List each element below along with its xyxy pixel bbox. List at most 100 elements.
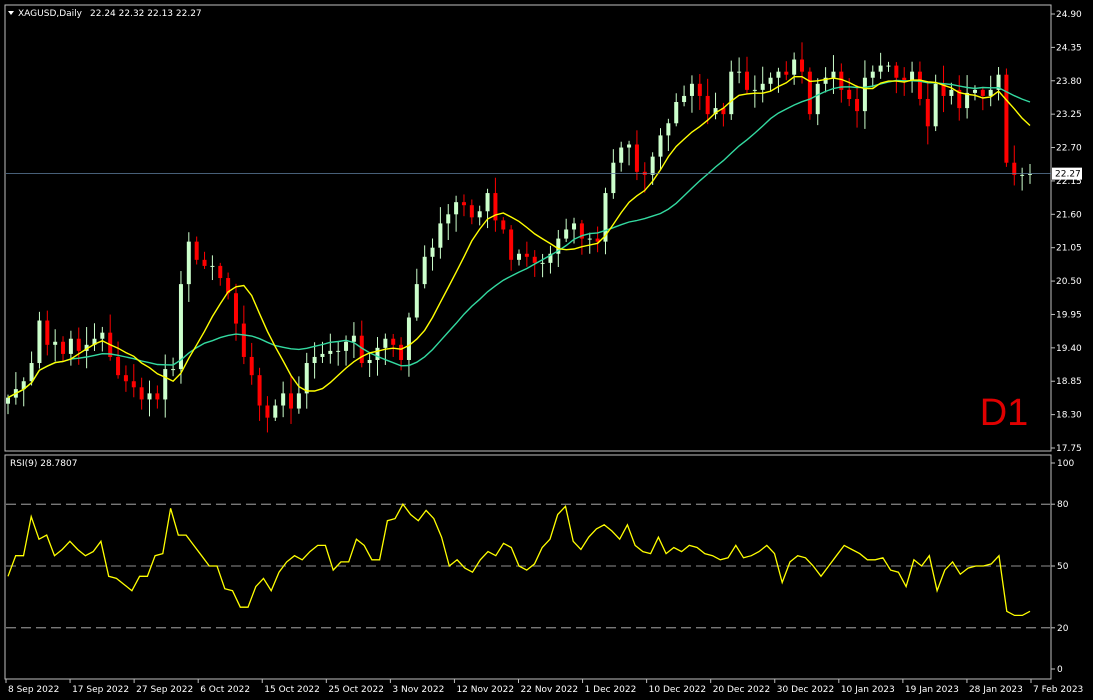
candle-body bbox=[839, 71, 844, 90]
time-tick-label: 15 Oct 2022 bbox=[264, 685, 320, 695]
candle-body bbox=[697, 83, 702, 96]
price-tick-label: 18.30 bbox=[1056, 411, 1082, 421]
candle-body bbox=[855, 98, 860, 112]
rsi-levels bbox=[6, 503, 1050, 629]
current-price-marker: 22.27 bbox=[6, 167, 1082, 180]
candle-body bbox=[1004, 74, 1009, 163]
time-tick-label: 27 Sep 2022 bbox=[136, 685, 193, 695]
candle-body bbox=[367, 359, 372, 364]
candle-body bbox=[957, 89, 962, 109]
ohlc-label: 22.24 22.32 22.13 22.27 bbox=[90, 9, 202, 19]
price-tick-label: 18.85 bbox=[1056, 377, 1082, 387]
candle-body bbox=[862, 77, 867, 112]
candle-body bbox=[603, 193, 608, 242]
candle-body bbox=[509, 229, 514, 260]
candle-body bbox=[658, 135, 663, 157]
rsi-tick-label: 20 bbox=[1057, 624, 1069, 634]
price-tick-label: 22.70 bbox=[1056, 144, 1082, 154]
candle-body bbox=[281, 393, 286, 406]
rsi-axis: 100 80 50 20 0 bbox=[1051, 459, 1074, 675]
candle-body bbox=[744, 71, 749, 90]
timeframe-badge: D1 bbox=[980, 392, 1029, 434]
candle-body bbox=[579, 223, 584, 239]
time-tick-label: 22 Nov 2022 bbox=[521, 685, 579, 695]
price-tick-label: 19.40 bbox=[1056, 344, 1082, 354]
candle-body bbox=[344, 341, 349, 351]
symbol-label: XAGUSD,Daily bbox=[18, 9, 83, 19]
time-tick-label: 7 Feb 2023 bbox=[1033, 685, 1083, 695]
candle-body bbox=[241, 323, 246, 357]
candle-body bbox=[532, 256, 537, 263]
candle-body bbox=[792, 59, 797, 75]
candle-body bbox=[171, 369, 176, 371]
candle-body bbox=[53, 341, 58, 345]
candle-body bbox=[902, 77, 907, 81]
candle-body bbox=[100, 332, 105, 339]
candle-body bbox=[831, 71, 836, 78]
candle-body bbox=[587, 238, 592, 240]
dropdown-arrow-icon[interactable] bbox=[8, 11, 14, 15]
price-tick-label: 21.60 bbox=[1056, 210, 1082, 220]
candle-body bbox=[721, 108, 726, 115]
candle-body bbox=[713, 108, 718, 115]
candle-body bbox=[1028, 173, 1032, 175]
time-tick-label: 20 Dec 2022 bbox=[713, 685, 771, 695]
ma-fast-line bbox=[7, 76, 1031, 399]
candle-body bbox=[265, 405, 270, 418]
candle-body bbox=[163, 369, 168, 400]
candle-body bbox=[485, 193, 490, 212]
candles bbox=[6, 42, 1032, 433]
candle-body bbox=[650, 156, 655, 175]
candle-body bbox=[847, 89, 852, 99]
candle-body bbox=[548, 253, 553, 263]
price-tick-label: 21.05 bbox=[1056, 244, 1082, 254]
candle-body bbox=[383, 338, 388, 348]
candle-body bbox=[351, 335, 356, 342]
candle-body bbox=[776, 71, 781, 78]
time-tick-label: 28 Jan 2023 bbox=[969, 685, 1023, 695]
candle-body bbox=[949, 89, 954, 96]
rsi-header: RSI(9) 28.7807 bbox=[10, 459, 77, 469]
time-tick-label: 10 Dec 2022 bbox=[649, 685, 707, 695]
candle-body bbox=[493, 193, 498, 221]
candle-body bbox=[752, 89, 757, 91]
candle-body bbox=[477, 211, 482, 218]
candle-body bbox=[729, 71, 734, 115]
candle-body bbox=[815, 83, 820, 115]
time-tick-label: 25 Oct 2022 bbox=[328, 685, 384, 695]
candle-body bbox=[249, 356, 254, 376]
candle-body bbox=[886, 65, 891, 67]
candle-body bbox=[391, 338, 396, 345]
candle-body bbox=[925, 98, 930, 127]
rsi-tick-label: 0 bbox=[1057, 665, 1063, 675]
candle-body bbox=[178, 284, 183, 370]
candle-body bbox=[414, 284, 419, 318]
candle-body bbox=[6, 397, 10, 404]
candle-body bbox=[933, 83, 938, 127]
time-axis: 8 Sep 2022 17 Sep 2022 27 Sep 2022 6 Oct 20… bbox=[5, 679, 1083, 695]
candle-body bbox=[619, 147, 624, 163]
candle-body bbox=[807, 71, 812, 115]
candle-body bbox=[61, 341, 66, 354]
candle-body bbox=[438, 223, 443, 248]
time-tick-label: 12 Nov 2022 bbox=[456, 685, 514, 695]
candle-body bbox=[634, 144, 639, 172]
candle-body bbox=[910, 71, 915, 81]
rsi-line bbox=[7, 502, 1031, 617]
candle-body bbox=[29, 363, 34, 382]
candle-body bbox=[674, 102, 679, 124]
candle-body bbox=[469, 205, 474, 218]
price-tick-label: 23.80 bbox=[1056, 77, 1082, 87]
price-tick-label: 19.95 bbox=[1056, 310, 1082, 320]
candle-body bbox=[186, 241, 191, 285]
candle-body bbox=[894, 65, 899, 78]
time-tick-label: 19 Jan 2023 bbox=[905, 685, 959, 695]
candle-body bbox=[461, 202, 466, 206]
candle-body bbox=[202, 259, 207, 266]
candle-body bbox=[304, 363, 309, 394]
rsi-series bbox=[7, 502, 1031, 617]
candle-body bbox=[45, 320, 50, 345]
candle-body bbox=[682, 95, 687, 103]
candle-body bbox=[595, 238, 600, 242]
